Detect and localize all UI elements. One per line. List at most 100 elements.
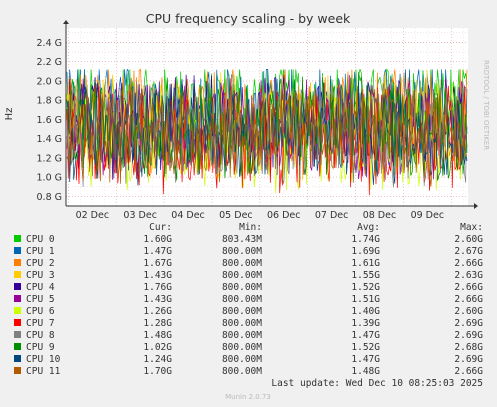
legend-value: 2.60G <box>454 234 483 245</box>
legend-value: 800.00M <box>222 246 262 257</box>
legend-value: 800.00M <box>222 306 262 317</box>
legend-swatch <box>14 307 21 314</box>
legend-value: 800.00M <box>222 342 262 353</box>
legend-series-name: CPU 6 <box>26 306 55 317</box>
legend-swatch <box>14 271 21 278</box>
legend-value: 1.55G <box>351 270 380 281</box>
legend-value: 800.00M <box>222 354 262 365</box>
x-tick-label: 09 Dec <box>411 210 445 221</box>
legend-value: 803.43M <box>222 234 262 245</box>
legend-value: 1.61G <box>351 258 380 269</box>
legend-swatch <box>14 259 21 266</box>
munin-version-footer: Munin 2.0.73 <box>225 393 271 401</box>
legend-series-name: CPU 8 <box>26 330 55 341</box>
legend-value: 2.66G <box>454 366 483 377</box>
legend-value: 1.67G <box>143 258 172 269</box>
legend-value: 2.60G <box>454 306 483 317</box>
legend-value: 2.69G <box>454 330 483 341</box>
legend-value: 1.28G <box>143 318 172 329</box>
legend-header: Min: <box>239 222 262 233</box>
series-lines <box>66 68 468 196</box>
legend-table: Cur: Min: Avg: Max: CPU 0 1.60G 803.43M 1.74G 2.… <box>14 222 483 377</box>
legend-value: 1.76G <box>143 282 172 293</box>
legend-value: 1.52G <box>351 282 380 293</box>
legend-value: 2.69G <box>454 318 483 329</box>
legend-value: 2.63G <box>454 270 483 281</box>
legend-value: 1.24G <box>143 354 172 365</box>
legend-series-name: CPU 7 <box>26 318 55 329</box>
legend-series-name: CPU 1 <box>26 246 55 257</box>
x-tick-label: 02 Dec <box>76 210 110 221</box>
legend-value: 800.00M <box>222 270 262 281</box>
legend-swatch <box>14 283 21 290</box>
legend-header: Max: <box>460 222 483 233</box>
legend-value: 1.60G <box>143 234 172 245</box>
axes <box>63 20 478 209</box>
legend-value: 2.66G <box>454 258 483 269</box>
x-axis-arrow <box>474 203 478 209</box>
y-tick-label: 0.8 G <box>37 192 63 203</box>
legend-swatch <box>14 343 21 350</box>
y-axis-arrow <box>63 20 69 24</box>
legend-value: 1.48G <box>351 366 380 377</box>
x-tick-label: 06 Dec <box>267 210 301 221</box>
chart-title: CPU frequency scaling - by week <box>146 11 351 26</box>
legend-swatch <box>14 247 21 254</box>
legend-value: 1.39G <box>351 318 380 329</box>
legend-value: 800.00M <box>222 330 262 341</box>
legend-value: 2.67G <box>454 246 483 257</box>
legend-value: 1.70G <box>143 366 172 377</box>
y-tick-label: 1.2 G <box>37 153 63 164</box>
x-tick-label: 04 Dec <box>171 210 205 221</box>
legend-value: 2.66G <box>454 282 483 293</box>
y-tick-label: 1.4 G <box>37 134 63 145</box>
legend-value: 1.02G <box>143 342 172 353</box>
legend-swatch <box>14 295 21 302</box>
legend-series-name: CPU 10 <box>26 354 61 365</box>
legend-swatch <box>14 331 21 338</box>
legend-swatch <box>14 319 21 326</box>
legend-series-name: CPU 3 <box>26 270 55 281</box>
legend-value: 1.52G <box>351 342 380 353</box>
legend-value: 1.69G <box>351 246 380 257</box>
last-update-text: Last update: Wed Dec 10 08:25:03 2025 <box>271 378 483 389</box>
legend-value: 1.43G <box>143 294 172 305</box>
y-tick-label: 1.8 G <box>37 96 63 107</box>
x-tick-label: 08 Dec <box>363 210 397 221</box>
y-tick-label: 2.2 G <box>37 57 63 68</box>
legend-value: 800.00M <box>222 294 262 305</box>
legend-value: 1.47G <box>351 354 380 365</box>
legend-value: 1.47G <box>351 330 380 341</box>
legend-swatch <box>14 235 21 242</box>
x-tick-label: 03 Dec <box>123 210 157 221</box>
x-tick-label: 05 Dec <box>219 210 253 221</box>
legend-value: 1.47G <box>143 246 172 257</box>
series-line-cpu-11 <box>66 77 468 187</box>
legend-value: 2.68G <box>454 342 483 353</box>
legend-value: 2.66G <box>454 294 483 305</box>
legend-value: 1.43G <box>143 270 172 281</box>
legend-value: 1.48G <box>143 330 172 341</box>
legend-series-name: CPU 9 <box>26 342 55 353</box>
y-tick-label: 2.4 G <box>37 38 63 49</box>
legend-value: 1.74G <box>351 234 380 245</box>
legend-value: 1.51G <box>351 294 380 305</box>
legend-series-name: CPU 4 <box>26 282 55 293</box>
legend-value: 800.00M <box>222 366 262 377</box>
legend-swatch <box>14 355 21 362</box>
legend-value: 800.00M <box>222 318 262 329</box>
legend-header: Cur: <box>149 222 172 233</box>
legend-series-name: CPU 0 <box>26 234 55 245</box>
x-tick-labels: 02 Dec 03 Dec 04 Dec 05 Dec 06 Dec 07 Dec 08 D… <box>76 210 445 221</box>
legend-swatch <box>14 367 21 374</box>
series-line-cpu-10 <box>66 81 468 186</box>
legend-series-name: CPU 2 <box>26 258 55 269</box>
x-tick-label: 07 Dec <box>315 210 349 221</box>
legend-value: 2.69G <box>454 354 483 365</box>
legend-value: 1.40G <box>351 306 380 317</box>
y-axis-label: Hz <box>4 108 15 121</box>
legend-header: Avg: <box>357 222 380 233</box>
y-tick-labels: 0.8 G 1.0 G 1.2 G 1.4 G 1.6 G 1.8 G 2.0 G 2.2 G… <box>37 38 63 203</box>
legend-value: 800.00M <box>222 258 262 269</box>
